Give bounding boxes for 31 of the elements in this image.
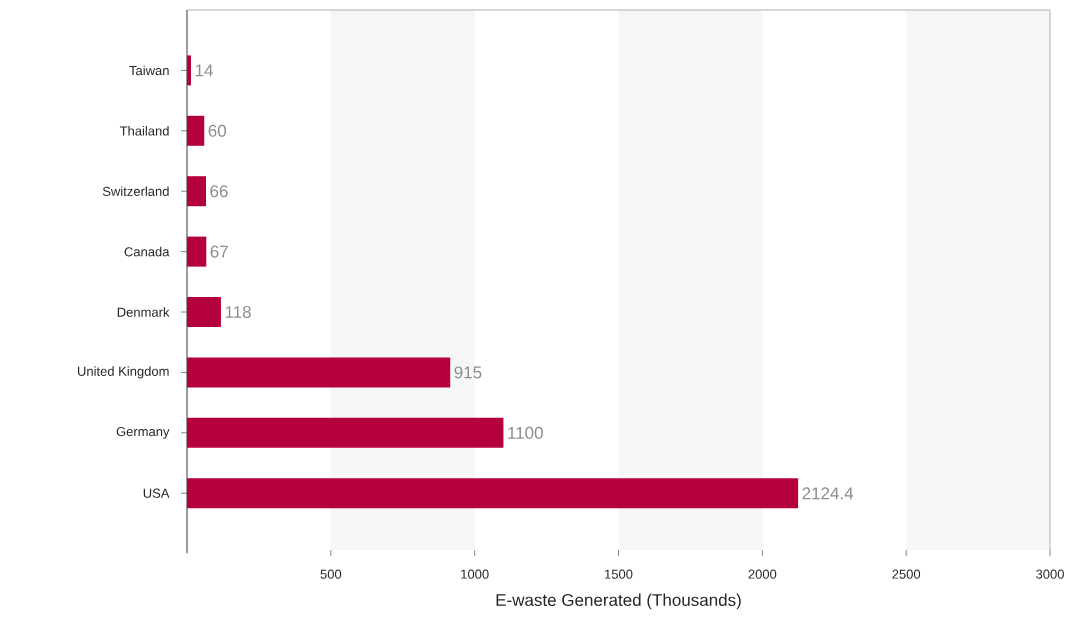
y-tick-label: USA (143, 488, 170, 498)
bar (187, 115, 205, 146)
y-tick-label: Germany (116, 426, 170, 439)
x-tick-label: 3000 (1036, 569, 1064, 579)
x-tick-label: 1500 (605, 569, 633, 579)
y-tick-label: Taiwan (129, 65, 169, 76)
y-tick-label: United Kingdom (77, 366, 169, 379)
x-tick-label: 2500 (892, 569, 921, 579)
data-label: 1100 (508, 426, 543, 439)
bar (187, 357, 451, 388)
x-tick-label: 500 (320, 569, 342, 579)
x-tick-label: 1000 (461, 569, 489, 579)
bar (187, 55, 192, 86)
y-tick-label: Canada (124, 246, 170, 257)
x-axis-title: E-waste Generated (Thousands) (496, 593, 741, 610)
bar (187, 176, 206, 207)
data-label: 14 (195, 64, 213, 77)
y-tick-label: Denmark (117, 307, 170, 317)
data-label: 2124.4 (802, 487, 854, 500)
bar (187, 478, 799, 509)
x-tick-label: 2000 (748, 569, 777, 579)
data-label: 60 (208, 124, 227, 137)
data-label: 67 (210, 245, 228, 258)
bar (187, 417, 504, 448)
data-label: 66 (210, 185, 228, 198)
y-tick-label: Switzerland (102, 186, 169, 196)
data-label: 118 (225, 305, 251, 319)
data-label: 915 (454, 366, 482, 379)
y-tick-label: Thailand (119, 126, 169, 136)
bar (187, 236, 207, 267)
bar (187, 297, 221, 328)
